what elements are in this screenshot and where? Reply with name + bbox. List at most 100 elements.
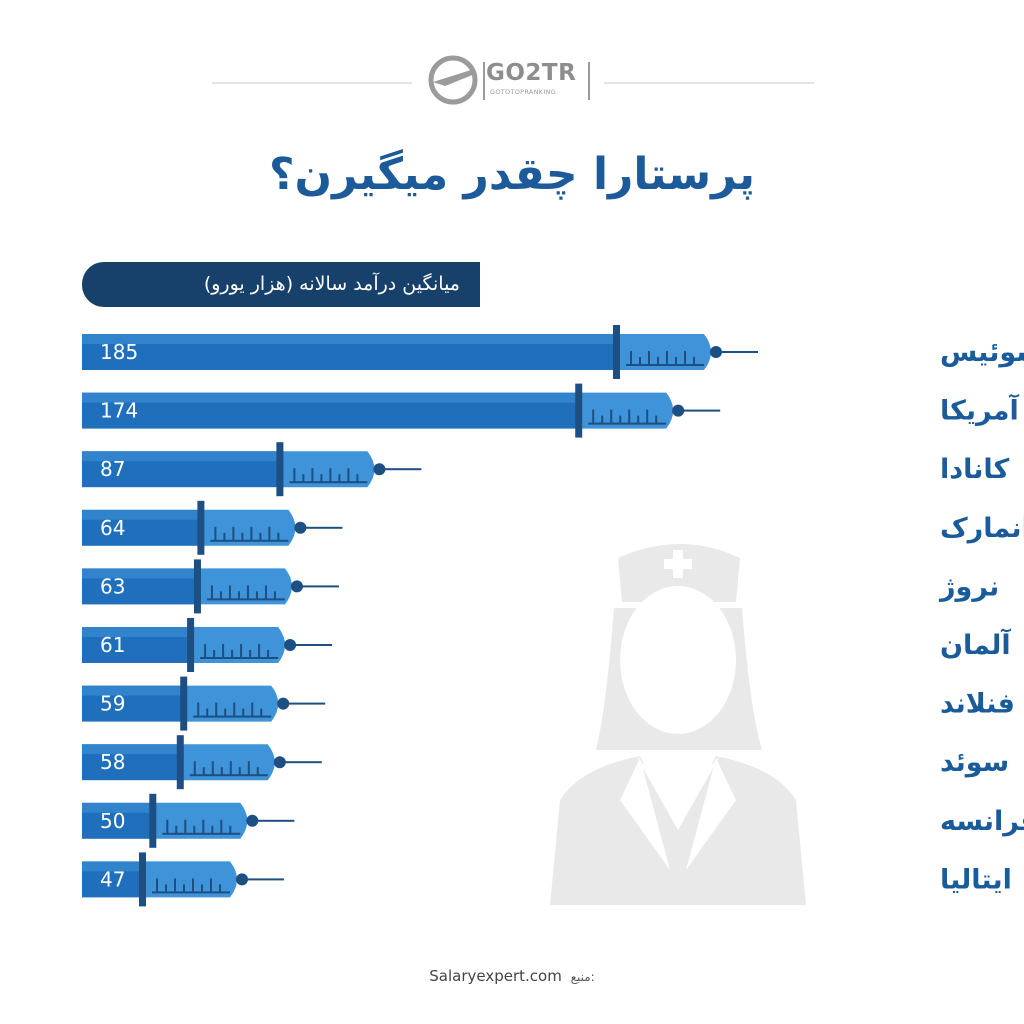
logo-subtext: GOTOTOPRANKING (490, 88, 557, 96)
category-label: دانمارک (940, 513, 1024, 544)
syringe-stopper (193, 559, 201, 614)
syringe-baseline (206, 598, 285, 601)
syringe-tick (628, 409, 631, 424)
bar-highlight (82, 334, 616, 344)
syringe-tick (249, 650, 252, 658)
syringe-tick (251, 702, 254, 717)
syringe-tick (220, 819, 223, 834)
bar-syringe: 174 آمریکا (82, 383, 1019, 438)
category-label: ایتالیا (940, 864, 1012, 895)
source-value: Salaryexpert.com (429, 967, 562, 985)
category-label: سوئیس (940, 337, 1024, 368)
category-label: آلمان (940, 628, 1011, 661)
syringe-tick (592, 409, 595, 424)
syringe-tick (356, 474, 359, 483)
bar-value-label: 63 (100, 574, 125, 598)
syringe-tick (204, 644, 207, 658)
syringe-tick (630, 351, 632, 365)
syringe-tick (259, 532, 262, 541)
bar-syringe: 64 دانمارک (82, 500, 1024, 555)
syringe-tick (210, 585, 213, 600)
syringe-tick (211, 825, 214, 834)
syringe-nozzle (294, 521, 307, 534)
bar-value-label: 58 (100, 750, 125, 774)
header-rule-right (604, 82, 814, 84)
bar-syringe: 185 سوئیس (82, 325, 1024, 379)
syringe-nozzle (284, 639, 297, 651)
syringe-baseline (152, 891, 230, 894)
category-label: نروژ (938, 571, 999, 602)
syringe-tick (655, 415, 658, 424)
bar-syringe: 61 آلمان (82, 618, 1011, 672)
syringe-tick (242, 708, 245, 717)
syringe-tick (277, 532, 280, 541)
chart-subtitle: میانگین درآمد سالانه (هزار یورو) (203, 273, 460, 295)
syringe-tick (610, 409, 613, 424)
bar-highlight (82, 509, 201, 520)
bar-highlight (82, 451, 280, 462)
syringe-tick (231, 650, 234, 658)
syringe-tick (302, 474, 305, 483)
logo-plane-icon (428, 55, 590, 105)
bar-syringe: 63 نروژ (82, 559, 999, 614)
syringe-tick (156, 878, 158, 893)
bar-highlight (82, 861, 142, 872)
syringe-nozzle (277, 697, 290, 710)
category-label: فنلاند (940, 689, 1015, 720)
syringe-tick (246, 585, 249, 600)
syringe-tick (197, 702, 200, 717)
syringe-stopper (139, 852, 146, 907)
syringe-stopper (187, 618, 195, 672)
syringe-nozzle (246, 814, 259, 827)
bar-syringe: 87 کانادا (82, 442, 1010, 497)
bar-highlight (82, 568, 197, 579)
syringe-nozzle (373, 463, 386, 476)
bar-value-label: 50 (100, 809, 125, 833)
source-line: Salaryexpert.com منبع: (370, 964, 654, 989)
syringe-tick (238, 767, 241, 776)
syringe-nozzle (273, 756, 286, 769)
source-label: منبع: (570, 970, 595, 984)
syringe-tick (202, 819, 205, 834)
syringe-tick (213, 650, 216, 658)
syringe-tick (240, 644, 243, 658)
syringe-nozzle (710, 346, 722, 358)
syringe-tick (166, 819, 169, 834)
syringe-baseline (210, 539, 289, 542)
syringe-tick (220, 767, 223, 776)
syringe-tick (233, 702, 236, 717)
syringe-tick (247, 761, 250, 776)
syringe-tick (250, 526, 253, 541)
syringe-tick (237, 591, 240, 600)
syringe-tick (693, 357, 695, 365)
syringe-stopper (575, 383, 583, 438)
syringe-tick (206, 708, 209, 717)
bar-value-label: 185 (100, 340, 138, 364)
syringe-tick (666, 351, 668, 365)
syringe-tick (637, 415, 640, 424)
syringe-tick (175, 825, 178, 834)
syringe-tick (222, 644, 225, 658)
nurse-icon (550, 544, 806, 905)
bar-highlight (82, 392, 579, 403)
syringe-stopper (276, 442, 284, 497)
syringe-tick (210, 878, 212, 893)
syringe-tick (232, 526, 235, 541)
syringe-tick (347, 468, 350, 483)
syringe-tick (228, 585, 231, 600)
bar-value-label: 174 (100, 399, 138, 423)
syringe-tick (192, 878, 194, 893)
syringe-needle (294, 644, 333, 646)
syringe-nozzle (290, 580, 303, 593)
category-label: کانادا (940, 454, 1010, 485)
syringe-nozzle (236, 873, 248, 886)
syringe-needle (304, 526, 343, 529)
syringe-tick (601, 415, 604, 424)
syringe-tick (260, 708, 263, 717)
bar-value-label: 87 (100, 457, 125, 481)
bar-highlight (82, 685, 184, 696)
bar-value-label: 47 (100, 867, 125, 891)
syringe-tick (255, 591, 258, 600)
syringe-tick (657, 357, 659, 365)
